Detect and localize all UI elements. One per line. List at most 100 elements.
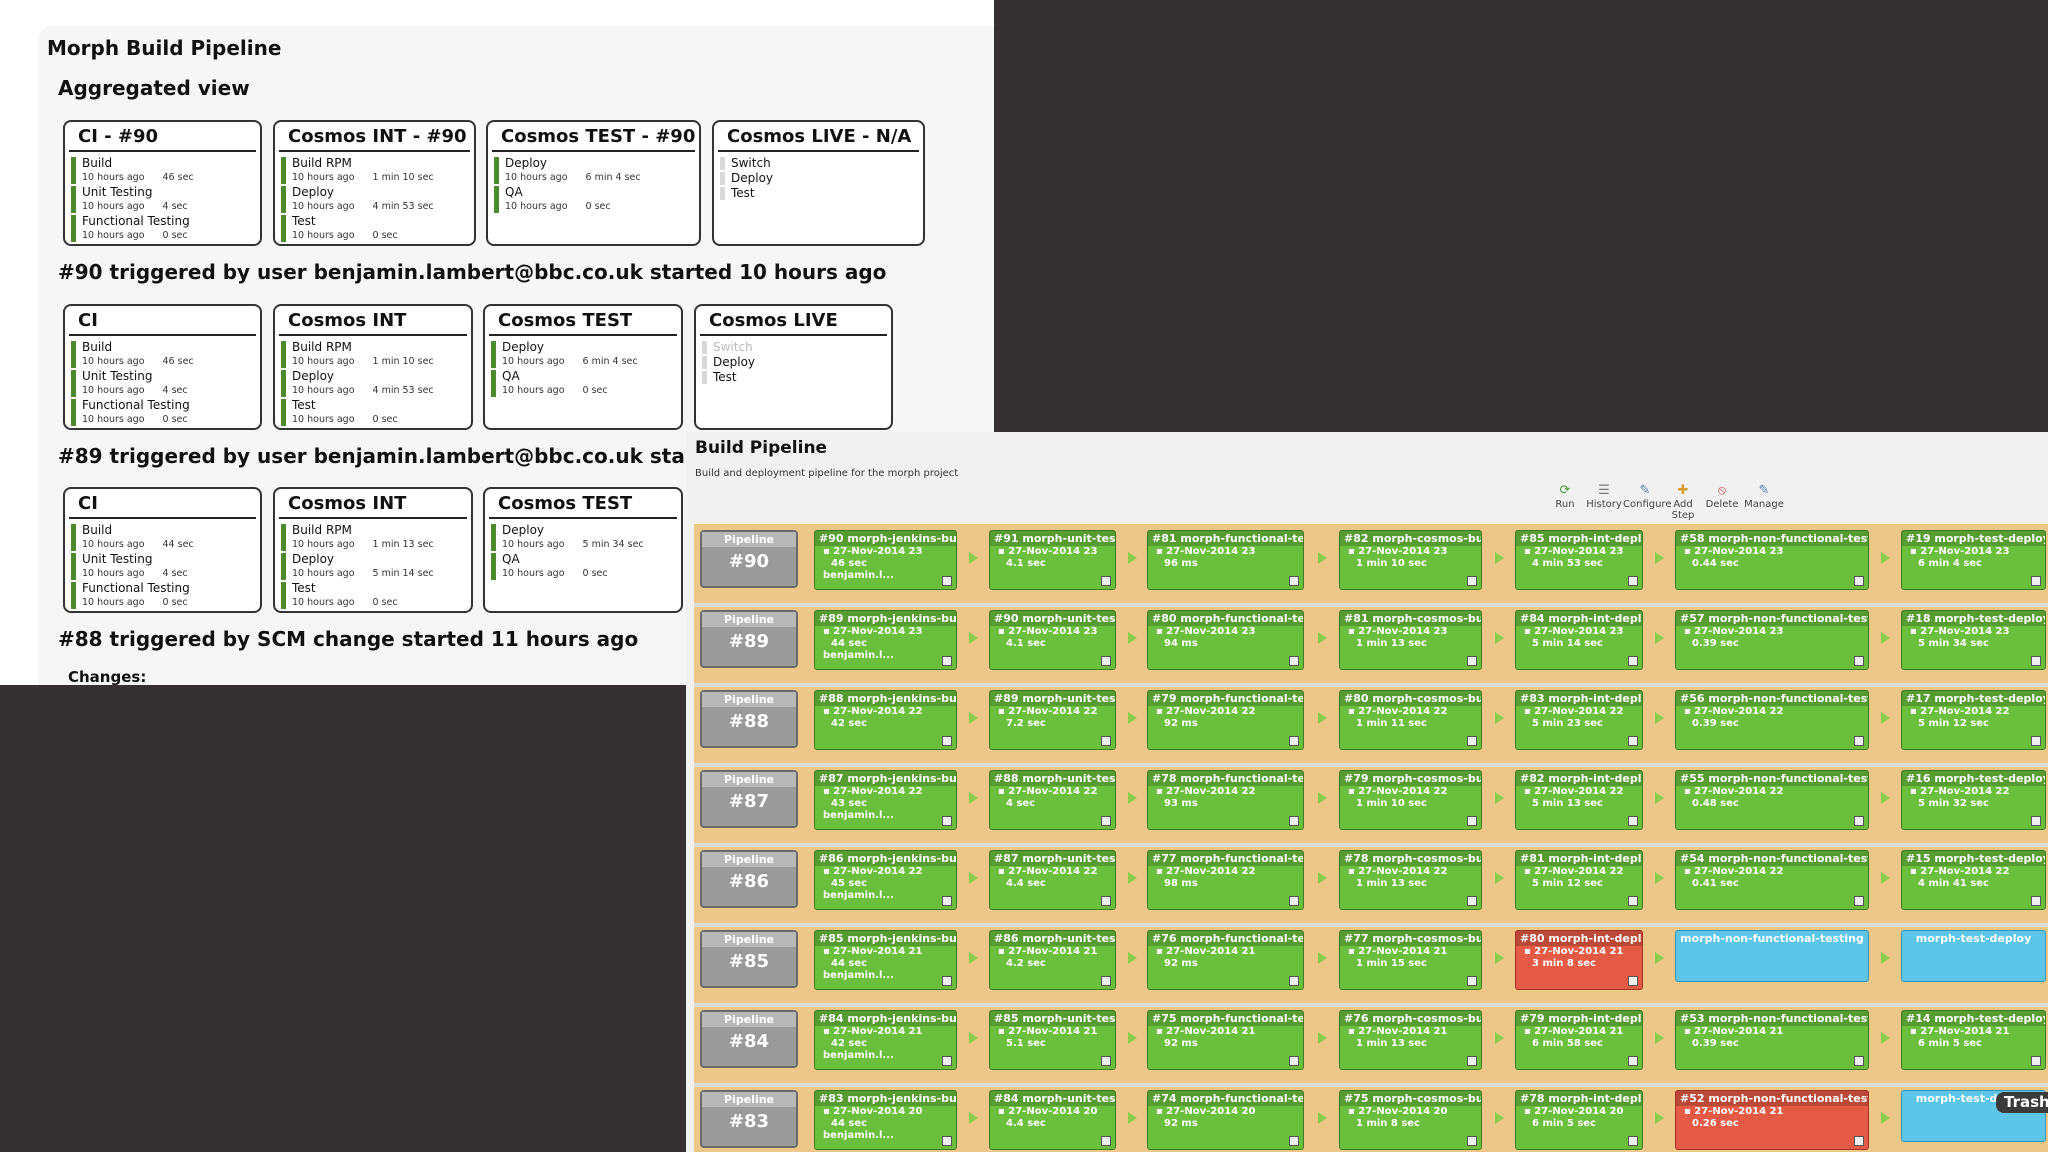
stage-task[interactable]: Build RPM 10 hours ago 1 min 10 sec	[281, 156, 474, 185]
console-icon[interactable]	[2031, 656, 2041, 666]
stage-task[interactable]: Unit Testing 10 hours ago 4 sec	[71, 369, 260, 398]
stage-task[interactable]: QA 10 hours ago 0 sec	[491, 552, 681, 581]
build-box-success[interactable]: #85 morph-unit-tests ▪ 27-Nov-2014 21 5.1 …	[989, 1010, 1116, 1070]
stage-task[interactable]: Functional Testing 10 hours ago 0 sec	[71, 581, 260, 610]
console-icon[interactable]	[1467, 736, 1477, 746]
toolbar-configure-button[interactable]: ✎ Configure	[1623, 484, 1671, 511]
run-88-heading[interactable]: #88 triggered by SCM change started 11 h…	[58, 627, 639, 651]
pipeline-label[interactable]: Pipeline #85	[700, 930, 798, 988]
stage-task[interactable]: Build RPM 10 hours ago 1 min 10 sec	[281, 340, 471, 369]
stage-box[interactable]: CI Build 10 hours ago 44 sec Unit Testing 10 …	[63, 487, 262, 613]
stage-box[interactable]: Cosmos INT Build RPM 10 hours ago 1 min 13 …	[273, 487, 473, 613]
stage-task[interactable]: Build RPM 10 hours ago 1 min 13 sec	[281, 523, 471, 552]
console-icon[interactable]	[1467, 576, 1477, 586]
toolbar-add-step-button[interactable]: ✚ Add Step	[1661, 484, 1705, 522]
stage-task[interactable]: Functional Testing 10 hours ago 0 sec	[71, 398, 260, 427]
console-icon[interactable]	[1289, 736, 1299, 746]
build-box-success[interactable]: #75 morph-functional-tests▪ 27-Nov-2014 …	[1147, 1010, 1304, 1070]
build-box-success[interactable]: #18 morph-test-deploy ▪ 27-Nov-2014 23 5 m…	[1901, 610, 2046, 670]
console-icon[interactable]	[942, 656, 952, 666]
run-89-heading[interactable]: #89 triggered by user benjamin.lambert@b…	[58, 444, 686, 468]
build-box-success[interactable]: #76 morph-functional-tests▪ 27-Nov-2014 …	[1147, 930, 1304, 990]
stage-task[interactable]: Switch	[720, 156, 923, 171]
console-icon[interactable]	[942, 816, 952, 826]
build-box-success[interactable]: #78 morph-int-deploy▪ 27-Nov-2014 206 mi…	[1515, 1090, 1643, 1150]
build-box-success[interactable]: #86 morph-jenkins-build▪ 27-Nov-2014 224…	[814, 850, 957, 910]
build-box-success[interactable]: #58 morph-non-functional-testing▪ 27-Nov…	[1675, 530, 1869, 590]
stage-task[interactable]: Deploy 10 hours ago 6 min 4 sec	[491, 340, 681, 369]
console-icon[interactable]	[1101, 656, 1111, 666]
build-box-failed[interactable]: #52 morph-non-functional-testing▪ 27-Nov…	[1675, 1090, 1869, 1150]
build-box-success[interactable]: #79 morph-cosmos-build▪ 27-Nov-2014 221 …	[1339, 770, 1482, 830]
toolbar-run-button[interactable]: ⟳ Run	[1543, 484, 1587, 511]
pipeline-label[interactable]: Pipeline #89	[700, 610, 798, 668]
stage-box[interactable]: Cosmos LIVE - N/A Switch Deploy Test	[712, 120, 925, 246]
build-box-success[interactable]: #83 morph-int-deploy▪ 27-Nov-2014 225 mi…	[1515, 690, 1643, 750]
console-icon[interactable]	[942, 576, 952, 586]
stage-task[interactable]: Switch	[702, 340, 891, 355]
build-box-success[interactable]: #82 morph-int-deploy▪ 27-Nov-2014 225 mi…	[1515, 770, 1643, 830]
build-box-success[interactable]: #56 morph-non-functional-testing▪ 27-Nov…	[1675, 690, 1869, 750]
console-icon[interactable]	[1628, 1136, 1638, 1146]
build-box-success[interactable]: #57 morph-non-functional-testing▪ 27-Nov…	[1675, 610, 1869, 670]
stage-box[interactable]: CI Build 10 hours ago 46 sec Unit Testing 10 …	[63, 304, 262, 430]
stage-box[interactable]: Cosmos LIVE Switch Deploy Test	[694, 304, 893, 430]
build-box-success[interactable]: #79 morph-int-deploy▪ 27-Nov-2014 216 mi…	[1515, 1010, 1643, 1070]
build-box-pending[interactable]: morph-test-deploy	[1901, 930, 2046, 982]
build-box-success[interactable]: #78 morph-functional-tests▪ 27-Nov-2014 …	[1147, 770, 1304, 830]
toolbar-history-button[interactable]: ☰ History	[1582, 484, 1626, 511]
build-box-success[interactable]: #53 morph-non-functional-testing▪ 27-Nov…	[1675, 1010, 1869, 1070]
console-icon[interactable]	[1101, 1056, 1111, 1066]
build-box-success[interactable]: #82 morph-cosmos-build▪ 27-Nov-2014 231 …	[1339, 530, 1482, 590]
pipeline-label[interactable]: Pipeline #86	[700, 850, 798, 908]
console-icon[interactable]	[1289, 656, 1299, 666]
build-box-success[interactable]: #76 morph-cosmos-build▪ 27-Nov-2014 211 …	[1339, 1010, 1482, 1070]
console-icon[interactable]	[1101, 816, 1111, 826]
build-box-pending[interactable]: morph-non-functional-testing	[1675, 930, 1869, 982]
build-box-success[interactable]: #89 morph-jenkins-build▪ 27-Nov-2014 234…	[814, 610, 957, 670]
trash-button[interactable]: Trash	[1996, 1092, 2048, 1113]
stage-task[interactable]: Build 10 hours ago 46 sec	[71, 156, 260, 185]
build-box-success[interactable]: #81 morph-int-deploy▪ 27-Nov-2014 225 mi…	[1515, 850, 1643, 910]
console-icon[interactable]	[1854, 816, 1864, 826]
stage-task[interactable]: Build 10 hours ago 44 sec	[71, 523, 260, 552]
build-box-success[interactable]: #84 morph-jenkins-build▪ 27-Nov-2014 214…	[814, 1010, 957, 1070]
pipeline-label[interactable]: Pipeline #90	[700, 530, 798, 588]
stage-task[interactable]: Unit Testing 10 hours ago 4 sec	[71, 185, 260, 214]
build-box-success[interactable]: #84 morph-unit-tests ▪ 27-Nov-2014 20 4.4 …	[989, 1090, 1116, 1150]
console-icon[interactable]	[1289, 1056, 1299, 1066]
console-icon[interactable]	[1467, 816, 1477, 826]
console-icon[interactable]	[1854, 1056, 1864, 1066]
stage-task[interactable]: Deploy 10 hours ago 5 min 14 sec	[281, 552, 471, 581]
build-box-success[interactable]: #78 morph-cosmos-build▪ 27-Nov-2014 221 …	[1339, 850, 1482, 910]
console-icon[interactable]	[1467, 896, 1477, 906]
build-box-success[interactable]: #86 morph-unit-tests ▪ 27-Nov-2014 21 4.2 …	[989, 930, 1116, 990]
build-box-success[interactable]: #74 morph-functional-tests▪ 27-Nov-2014 …	[1147, 1090, 1304, 1150]
stage-task[interactable]: QA 10 hours ago 0 sec	[494, 185, 699, 214]
build-box-success[interactable]: #75 morph-cosmos-build▪ 27-Nov-2014 201 …	[1339, 1090, 1482, 1150]
console-icon[interactable]	[1289, 896, 1299, 906]
pipeline-label[interactable]: Pipeline #84	[700, 1010, 798, 1068]
console-icon[interactable]	[1854, 576, 1864, 586]
stage-task[interactable]: Build 10 hours ago 46 sec	[71, 340, 260, 369]
stage-task[interactable]: Deploy 10 hours ago 6 min 4 sec	[494, 156, 699, 185]
console-icon[interactable]	[2031, 736, 2041, 746]
stage-task[interactable]: Test 10 hours ago 0 sec	[281, 214, 474, 243]
build-box-success[interactable]: #88 morph-jenkins-build▪ 27-Nov-2014 224…	[814, 690, 957, 750]
stage-task[interactable]: Test	[720, 186, 923, 201]
stage-box[interactable]: Cosmos TEST - #90 Deploy 10 hours ago 6 min…	[486, 120, 701, 246]
build-box-success[interactable]: #85 morph-jenkins-build▪ 27-Nov-2014 214…	[814, 930, 957, 990]
console-icon[interactable]	[1101, 576, 1111, 586]
console-icon[interactable]	[1467, 1136, 1477, 1146]
stage-task[interactable]: Functional Testing 10 hours ago 0 sec	[71, 214, 260, 243]
console-icon[interactable]	[942, 1056, 952, 1066]
console-icon[interactable]	[1854, 1136, 1864, 1146]
console-icon[interactable]	[1628, 976, 1638, 986]
console-icon[interactable]	[1289, 816, 1299, 826]
console-icon[interactable]	[1628, 576, 1638, 586]
console-icon[interactable]	[1628, 1056, 1638, 1066]
console-icon[interactable]	[1628, 816, 1638, 826]
stage-task[interactable]: QA 10 hours ago 0 sec	[491, 369, 681, 398]
console-icon[interactable]	[2031, 1056, 2041, 1066]
build-box-success[interactable]: #85 morph-int-deploy▪ 27-Nov-2014 234 mi…	[1515, 530, 1643, 590]
